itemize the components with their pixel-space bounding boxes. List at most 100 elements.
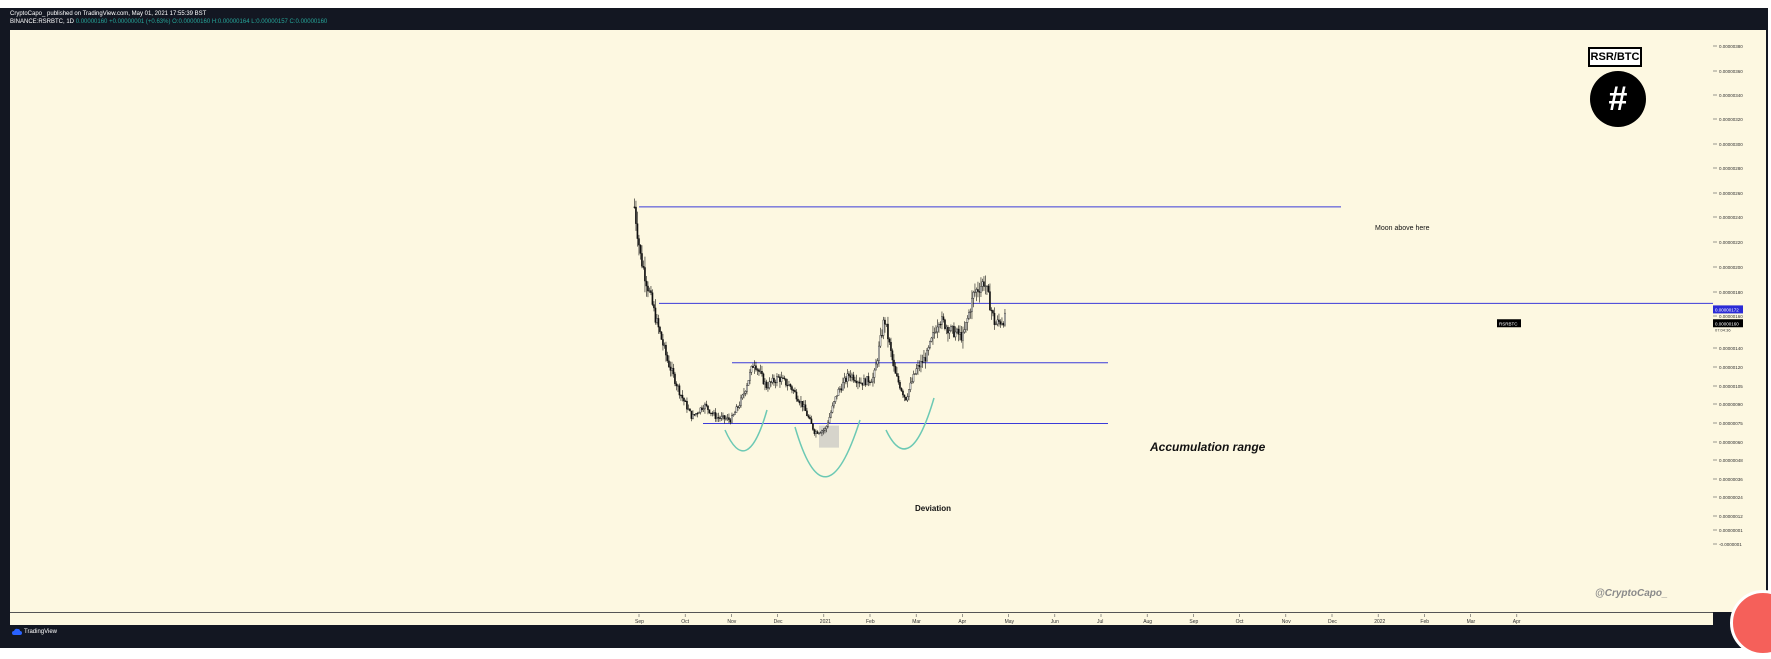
candle-body — [713, 412, 715, 414]
candle-body — [932, 332, 934, 339]
chart-area[interactable]: RSRBTC — [10, 30, 1713, 612]
candle-body — [849, 375, 852, 378]
candle-body — [840, 388, 843, 391]
candle-body — [660, 331, 663, 340]
candle-body — [635, 206, 637, 224]
candle-body — [795, 391, 798, 400]
time-axis-scale[interactable]: Sep Oct Nov Dec 2021 Feb Mar Apr May Jun Jul Aug Sep… — [10, 614, 1713, 626]
candle-body — [821, 430, 823, 433]
line-price-label: 0.00000172 — [1715, 307, 1739, 312]
price-chart[interactable]: RSRBTC — [10, 30, 1713, 612]
candle-body — [873, 369, 876, 378]
candle-body — [942, 316, 945, 321]
price-tick-label: 0.00000200 — [1719, 265, 1743, 270]
candle-body — [881, 335, 883, 337]
candle-body — [903, 394, 906, 398]
candle-body — [789, 384, 792, 387]
candle-body — [729, 419, 732, 423]
candle-body — [723, 415, 726, 420]
candle-body — [819, 432, 822, 434]
candle-body — [719, 417, 721, 419]
price-axis[interactable]: 0.00000380 0.00000360 0.00000340 0.00000320… — [1713, 30, 1766, 612]
candle-body — [845, 377, 847, 382]
symbol-name[interactable]: BINANCE:RSRBTC, 1D — [10, 19, 75, 25]
candle-body — [923, 357, 925, 363]
candle-body — [930, 337, 933, 342]
candle-body — [731, 415, 733, 423]
candle-body — [737, 406, 739, 408]
candle-body — [780, 377, 783, 382]
candle-body — [770, 381, 772, 383]
candle-body — [786, 384, 789, 387]
candle-body — [671, 367, 673, 371]
candle-body — [951, 325, 954, 328]
candle-body — [692, 414, 694, 419]
candle-body — [912, 373, 915, 382]
price-tick-label: 0.00000140 — [1719, 346, 1743, 351]
price-tick-label: 0.00000012 — [1719, 514, 1743, 519]
candle-body — [837, 389, 840, 396]
symbol-badge-label: RSR/BTC — [1588, 47, 1642, 67]
time-axis[interactable]: Sep Oct Nov Dec 2021 Feb Mar Apr May Jun Jul Aug Sep… — [10, 612, 1713, 625]
candle-body — [674, 373, 676, 384]
candle-body — [918, 364, 921, 368]
candle-body — [659, 326, 661, 333]
candle-body — [861, 382, 864, 386]
symbol-price-tag-label: RSRBTC — [1499, 321, 1518, 326]
candle-body — [804, 404, 807, 412]
price-tick-label: 0.00000220 — [1719, 240, 1743, 245]
candle-body — [773, 377, 775, 383]
candle-body — [794, 390, 796, 393]
candle-body — [777, 376, 780, 378]
candle-body — [725, 418, 727, 420]
candle-body — [956, 328, 958, 333]
price-tick-label: 0.00000240 — [1719, 215, 1743, 220]
candle-body — [866, 376, 868, 386]
time-tick-label: Feb — [1420, 619, 1429, 625]
candle-body — [834, 396, 837, 402]
time-tick-label: Oct — [681, 619, 689, 625]
candle-body — [860, 382, 862, 384]
candle-body — [947, 326, 949, 334]
price-tick-label: 0.00000060 — [1719, 440, 1743, 445]
candle-body — [876, 360, 879, 365]
candle-body — [944, 319, 946, 329]
time-tick-label: Nov — [1282, 619, 1291, 625]
candle-body — [896, 373, 898, 377]
candle-body — [981, 281, 984, 287]
candle-body — [653, 304, 655, 309]
candle-body — [701, 407, 703, 410]
candle-body — [902, 390, 904, 396]
candle-body — [872, 377, 874, 383]
candle-body — [852, 374, 855, 381]
time-tick-label: Mar — [912, 619, 921, 625]
price-tick-label: 0.00000001 — [1719, 528, 1743, 533]
time-tick-label: Feb — [866, 619, 875, 625]
candle-body — [726, 417, 729, 419]
price-tick-label: 0.00000160 — [1719, 314, 1743, 319]
time-tick-label: May — [1005, 619, 1015, 625]
candle-body — [708, 409, 711, 414]
tradingview-cloud-icon[interactable] — [12, 628, 22, 636]
candle-body — [791, 386, 793, 391]
price-axis-scale[interactable]: 0.00000380 0.00000360 0.00000340 0.00000320… — [1713, 30, 1766, 612]
candle-body — [771, 377, 774, 383]
time-tick-label: Jun — [1051, 619, 1059, 625]
candle-body — [687, 408, 690, 410]
candle-body — [734, 412, 736, 415]
tradingview-brand[interactable]: TradingView — [24, 629, 58, 635]
candle-body — [657, 318, 660, 328]
author-watermark: @CryptoCapo_ — [1595, 588, 1668, 599]
candle-body — [656, 318, 658, 323]
time-tick-label: Nov — [727, 619, 736, 625]
candle-body — [735, 406, 738, 413]
candle-body — [933, 332, 936, 334]
price-tick-label: 0.00000090 — [1719, 402, 1743, 407]
price-tick-label: 0.00000048 — [1719, 458, 1743, 463]
candle-body — [642, 266, 645, 268]
candle-body — [945, 326, 948, 329]
chart-header: CryptoCapo_ published on TradingView.com… — [10, 10, 327, 26]
candle-body — [888, 338, 891, 343]
candle-body — [900, 388, 903, 392]
candle-body — [914, 373, 916, 375]
